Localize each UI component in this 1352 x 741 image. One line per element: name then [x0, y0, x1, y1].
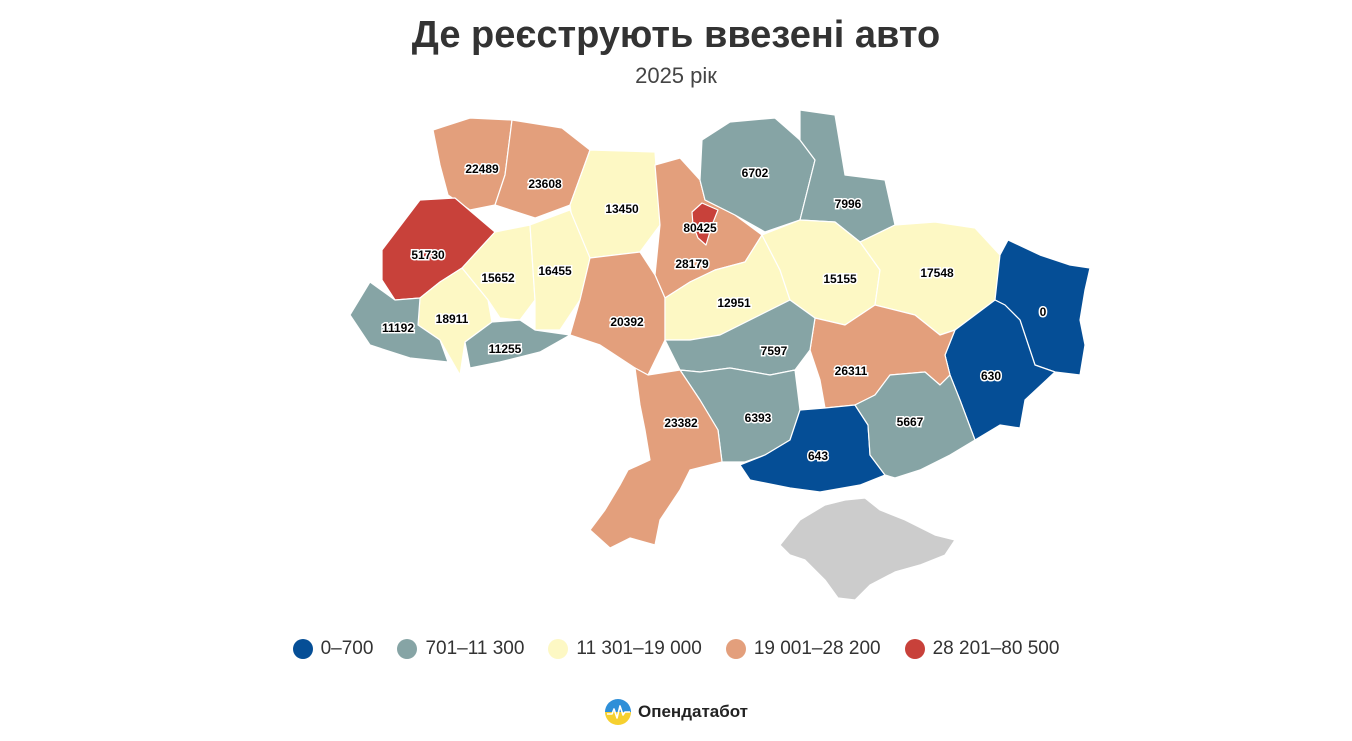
- legend-item[interactable]: 19 001–28 200: [725, 638, 881, 660]
- legend-swatch: [292, 639, 313, 659]
- legend-swatch: [548, 639, 569, 659]
- brand-name: Опендатабот: [637, 702, 749, 721]
- opendatabot-logo-icon: [604, 699, 631, 725]
- legend-item[interactable]: 11 301–19 000: [548, 638, 702, 660]
- region-rivne[interactable]: [494, 119, 591, 219]
- region-value-label: 6702: [742, 166, 769, 180]
- region-value-label: 18911: [436, 312, 469, 326]
- region-value-label: 6393: [745, 411, 772, 425]
- legend-swatch: [904, 639, 925, 659]
- legend-item[interactable]: 0–700: [292, 638, 374, 660]
- region-value-label: 5667: [897, 415, 924, 429]
- legend-swatch: [397, 639, 418, 659]
- region-value-label: 51730: [411, 248, 445, 262]
- map-title: Де реєструють ввезені авто: [411, 14, 941, 56]
- region-value-label: 630: [981, 369, 1001, 383]
- region-value-label: 16455: [538, 264, 572, 278]
- region-value-label: 0: [1040, 305, 1047, 319]
- region-value-label: 15652: [481, 271, 515, 285]
- brand-footer: Опендатабот: [0, 698, 1352, 726]
- region-value-label: 13450: [605, 202, 639, 216]
- region-crimea: [779, 497, 956, 601]
- legend-label: 11 301–19 000: [576, 638, 702, 659]
- legend-item[interactable]: 28 201–80 500: [904, 638, 1060, 660]
- legend-label: 28 201–80 500: [932, 638, 1060, 659]
- region-value-label: 28179: [675, 257, 709, 271]
- region-value-label: 23382: [664, 416, 698, 430]
- region-khmelnytskyi[interactable]: [529, 209, 591, 331]
- region-value-label: 22489: [465, 162, 499, 176]
- legend-item[interactable]: 701–11 300: [397, 638, 524, 660]
- legend-label: 701–11 300: [425, 638, 525, 659]
- region-value-label: 7996: [835, 197, 862, 211]
- region-value-label: 26311: [835, 364, 868, 378]
- region-value-label: 11255: [489, 342, 522, 356]
- region-value-label: 15155: [823, 272, 857, 286]
- region-value-label: 643: [808, 449, 828, 463]
- region-zaporizhzhia[interactable]: [854, 371, 976, 479]
- region-value-label: 7597: [761, 344, 788, 358]
- region-kyiv-city[interactable]: [691, 202, 719, 246]
- legend: 0–700 701–11 300 11 301–19 000 19 001–28…: [0, 638, 1352, 660]
- region-value-label: 80425: [683, 221, 717, 235]
- region-ternopil[interactable]: [461, 224, 536, 321]
- map-subtitle: 2025 рік: [635, 63, 717, 88]
- legend-label: 19 001–28 200: [753, 638, 881, 659]
- legend-label: 0–700: [320, 638, 374, 659]
- region-odesa[interactable]: [589, 367, 723, 549]
- region-value-label: 11192: [382, 321, 414, 335]
- legend-swatch: [725, 639, 746, 659]
- region-value-label: 23608: [528, 177, 562, 191]
- region-zakarpattia[interactable]: [349, 281, 449, 363]
- region-value-label: 17548: [920, 266, 954, 280]
- region-value-label: 20392: [610, 315, 644, 329]
- region-value-label: 12951: [717, 296, 751, 310]
